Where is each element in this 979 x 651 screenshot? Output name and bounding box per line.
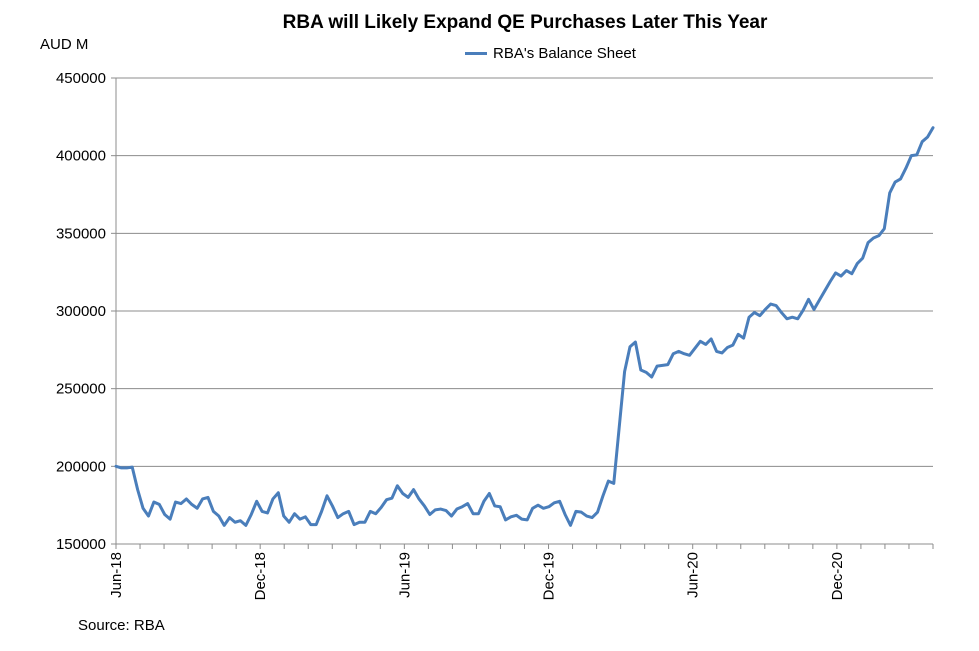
y-tick-label: 350000 [56,225,106,242]
series-line-balance-sheet [114,126,935,527]
legend-label: RBA's Balance Sheet [493,45,636,62]
y-tick-label: 300000 [56,303,106,320]
x-tick-label: Jun-19 [396,552,413,598]
y-tick-label: 250000 [56,381,106,398]
y-tick-label: 200000 [56,458,106,475]
y-axis: 150000 200000 250000 300000 350000 400000 4500… [56,70,117,553]
series-layer [114,126,935,527]
y-tick-label: 400000 [56,148,106,165]
legend: RBA's Balance Sheet [465,45,636,62]
x-tick-label: Dec-20 [829,552,846,600]
x-tick-label: Jun-20 [685,552,702,598]
chart-title: RBA will Likely Expand QE Purchases Late… [282,12,768,33]
x-axis: Jun-18 Dec-18 Jun-19 Dec-19 Jun-20 Dec-20 [108,543,934,600]
gridlines [116,77,933,545]
y-axis-unit-label: AUD M [40,36,89,53]
x-tick-label: Dec-18 [252,552,269,600]
x-tick-label: Jun-18 [108,552,125,598]
x-tick-label: Dec-19 [541,552,558,600]
y-tick-label: 150000 [56,536,106,553]
y-tick-label: 450000 [56,70,106,87]
legend-swatch [465,52,487,55]
source-note: Source: RBA [78,617,165,634]
